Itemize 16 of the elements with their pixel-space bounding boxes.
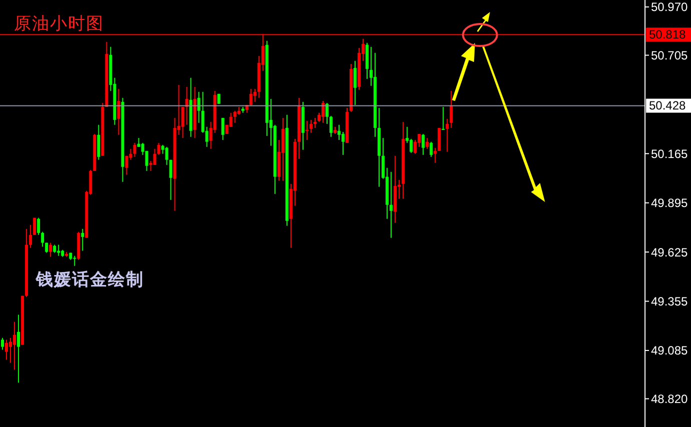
y-tick-label: 50.970	[651, 0, 688, 14]
text: 原油小时图	[14, 13, 104, 35]
candlestick	[390, 172, 393, 238]
y-tick-label: 49.355	[651, 294, 688, 309]
y-tick-label: 50.165	[651, 146, 688, 161]
ref-line-label: 50.428	[649, 98, 686, 113]
candlestick	[305, 120, 308, 140]
y-tick-label: 48.820	[651, 392, 688, 406]
y-tick-label: 49.895	[651, 196, 688, 210]
candlestick	[73, 256, 76, 266]
candlestick	[442, 106, 445, 130]
ref-line-label: 50.818	[649, 28, 686, 42]
y-tick-label: 50.705	[651, 48, 688, 62]
annotation: 钱媛话金绘制	[36, 269, 144, 291]
y-tick-label: 49.085	[651, 344, 688, 358]
y-tick-label: 49.625	[651, 245, 688, 260]
